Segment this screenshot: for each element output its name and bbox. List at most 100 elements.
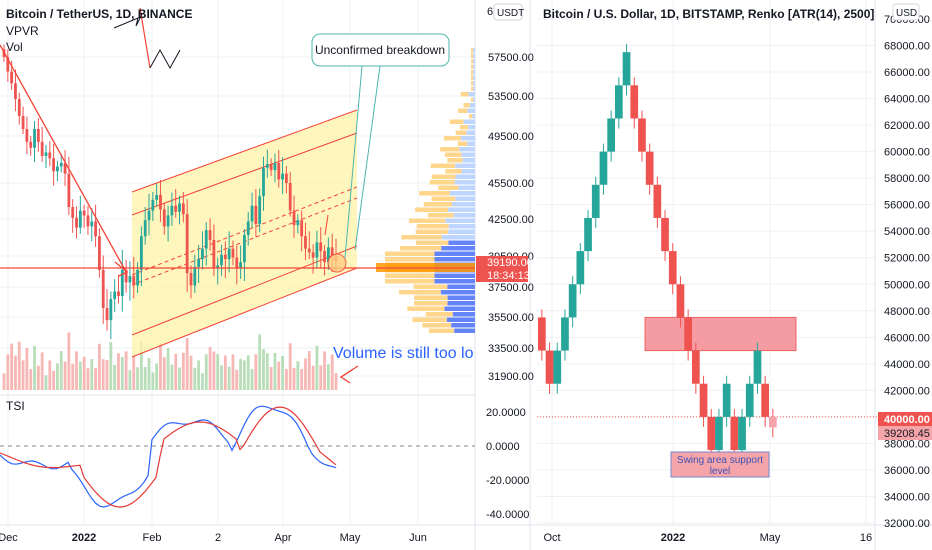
vpvr-row [430,163,456,168]
vpvr-row [401,235,442,240]
vpvr-row [399,290,441,295]
volume-bar [6,354,10,390]
candle-body [109,299,113,321]
vpvr-row [473,81,475,86]
vpvr-row [471,97,474,102]
renko-brick [553,350,562,384]
vpvr-row [414,301,448,306]
vpvr-row [473,64,475,69]
zigzag-pattern [149,48,181,70]
candle-body [185,214,189,274]
time-label: May [340,532,361,544]
candle-body [300,220,304,237]
countdown-tag [476,269,528,282]
renko-brick [661,217,669,252]
volume-bar [40,352,44,390]
usdt-badge[interactable] [493,3,523,21]
candle-body [284,173,288,183]
wick-marker [324,214,329,236]
vpvr-row [434,273,475,278]
vpvr-row [449,119,464,124]
volume-bar [90,359,94,390]
vpvr-row [471,70,474,75]
renko-brick [607,118,615,152]
candle-body [124,269,128,283]
volume-bar [101,359,105,390]
price-tick: 56000.00 [884,200,930,212]
vpvr-row [447,301,475,306]
right-price-axis[interactable]: 70000.0068000.0066000.0064000.0062000.00… [884,14,930,530]
vpvr-row [471,75,474,80]
renko-brick [561,317,569,351]
vpvr-row [469,103,475,108]
vpvr-row [385,279,435,284]
candle-body [281,173,284,180]
vpvr-row [428,328,455,333]
channel-line [131,132,358,216]
candle-body [223,254,227,260]
vpvr-row [471,81,474,86]
vpvr-row [452,312,475,317]
vpvr-row [415,229,449,234]
time-label: 16 [860,532,872,544]
volume-bar [178,367,181,390]
vpvr-row [415,240,449,245]
candle-body [330,247,334,256]
volume-bar [296,361,300,390]
callout-pointer [354,65,381,251]
candle-body [246,221,250,236]
volume-bar [117,353,120,390]
vpvr-row [471,53,474,58]
vpvr-row [434,257,475,262]
candle-body [323,251,326,263]
renko-brick [645,151,654,185]
volume-bar [273,353,277,390]
volume-bars [2,332,338,390]
volume-bar [227,366,231,390]
volume-bar [277,361,281,390]
candle-body [304,236,307,249]
renko-brick [769,416,777,428]
volume-bar [288,343,292,390]
volume-bar [204,354,208,390]
volume-bar [292,367,296,390]
candle-body [273,163,277,171]
price-tick: 54000.00 [884,226,930,238]
candle-body [128,276,132,283]
time-label: 2 [215,532,221,544]
volume-bar [185,338,189,390]
volume-bar [262,349,265,390]
vpvr-row [445,169,462,174]
vpvr-row [458,108,468,113]
callout-text: Unconfirmed breakdown [315,43,445,57]
left-time-axis[interactable]: Dec 2022 Feb 2 Apr May Jun [0,532,427,544]
volume-bar [254,354,258,390]
right-grid [537,0,876,550]
volume-bar [319,365,323,390]
candle-body [25,129,29,142]
volume-bar [25,348,29,390]
left-price-axis[interactable]: 57500.00 53500.00 49500.00 45500.00 42500.00… [488,52,534,383]
candle-body [56,166,59,172]
vpvr-row [473,70,475,75]
renko-brick [615,85,623,119]
vpvr-row [444,152,462,157]
volume-bar [151,372,155,390]
vpvr-row [431,196,456,201]
vpvr-row [447,295,475,300]
vpvr-row [438,185,459,190]
right-time-axis[interactable]: Oct 2022 May 16 [543,532,872,544]
vpvr-row [448,207,475,212]
usd-badge[interactable] [892,3,920,21]
volume-bar [82,356,86,390]
volume-bar [17,341,21,390]
volume-bar [147,357,151,390]
renko-brick [599,151,608,185]
vpvr-row [460,92,469,97]
candle-body [113,291,117,299]
tsi-tick: 20.0000 [486,407,526,419]
volume-note: Volume is still too lo [333,345,474,362]
volume-bar [166,348,170,390]
candle-body [75,217,78,228]
